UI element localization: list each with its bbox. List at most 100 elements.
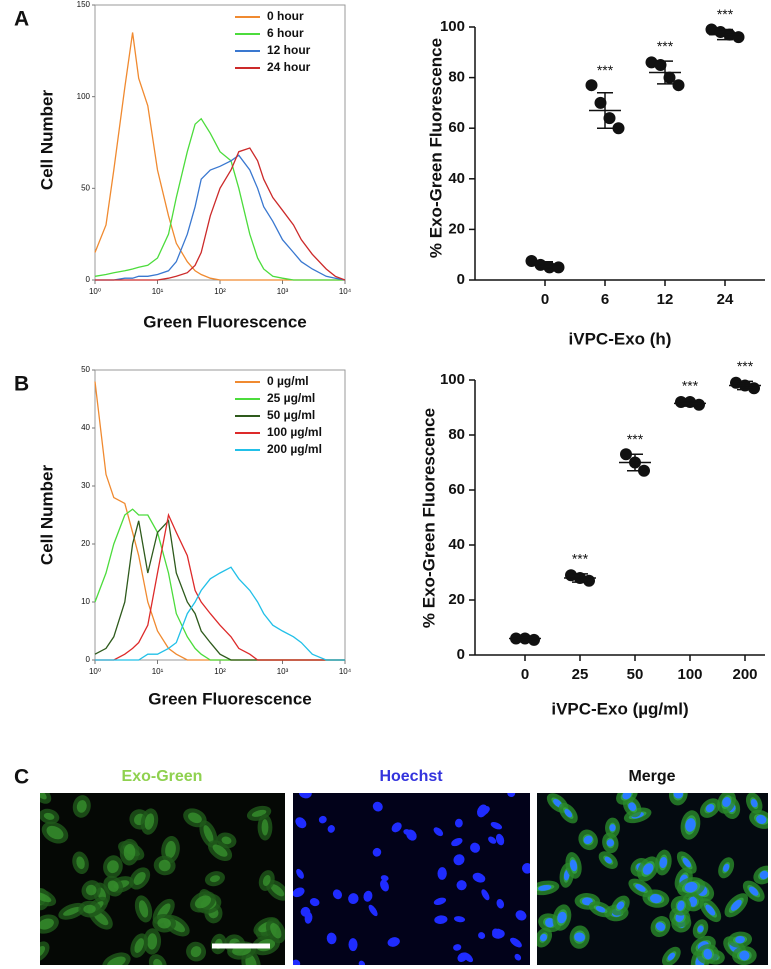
nucleus [677, 900, 685, 911]
y-tick-label: 10 [81, 597, 90, 606]
data-point [672, 79, 685, 92]
x-tick-label: 25 [572, 666, 589, 683]
image-title: Merge [628, 768, 675, 785]
y-tick-label: 60 [448, 119, 465, 136]
y-tick-label: 100 [77, 92, 91, 101]
nucleus [456, 880, 467, 891]
nucleus [293, 887, 305, 898]
cell [85, 884, 97, 896]
nucleus [673, 793, 684, 799]
cell [157, 917, 171, 929]
cell [262, 875, 271, 886]
cell [147, 933, 158, 950]
legend-label: 200 µg/ml [267, 442, 322, 456]
nucleus [697, 925, 704, 933]
error-bar [627, 453, 643, 472]
cell [40, 945, 46, 957]
nucleus [363, 890, 373, 902]
legend-label: 0 µg/ml [267, 374, 309, 388]
nucleus [380, 875, 389, 881]
y-tick-label: 100 [440, 371, 465, 388]
nucleus [595, 906, 606, 913]
data-point [693, 398, 705, 411]
nucleus [496, 899, 505, 909]
data-point [645, 56, 658, 69]
cells [293, 793, 530, 965]
nucleus [457, 952, 468, 963]
nucleus [635, 883, 646, 892]
nucleus [380, 879, 389, 892]
nucleus [368, 904, 378, 917]
cell [261, 819, 269, 836]
series-line [95, 154, 346, 281]
y-tick-label: 0 [86, 275, 91, 284]
nucleus [391, 822, 402, 833]
image-title: Exo-Green [122, 768, 203, 785]
legend-label: 12 hour [267, 43, 311, 57]
data-point [528, 633, 540, 646]
significance: *** [737, 358, 754, 374]
significance: *** [717, 6, 734, 22]
data-point [612, 122, 625, 135]
error-bar [682, 399, 698, 407]
y-tick-label: 60 [448, 481, 465, 498]
nucleus [703, 948, 713, 960]
y-axis-title: Cell Number [37, 90, 56, 191]
nucleus [655, 922, 666, 931]
nucleus [750, 798, 758, 808]
nucleus [295, 817, 307, 829]
nucleus [304, 912, 313, 924]
nucleus [604, 856, 612, 864]
data-point [654, 58, 667, 71]
x-axis-title: Green Fluorescence [143, 312, 306, 331]
x-tick-label: 50 [627, 666, 644, 683]
nucleus [298, 793, 312, 799]
nucleus [451, 837, 463, 847]
y-tick-label: 80 [448, 69, 465, 86]
x-tick-label: 10² [214, 667, 226, 676]
nucleus [510, 937, 522, 948]
nucleus [606, 839, 615, 847]
x-tick-label: 10² [214, 287, 226, 296]
y-tick-label: 30 [81, 481, 90, 490]
cell [245, 954, 257, 965]
cell [209, 875, 221, 883]
data-point [732, 31, 745, 44]
error-bar [657, 60, 673, 85]
cell [40, 793, 47, 800]
x-axis-title: iVPC-Exo (h) [569, 329, 672, 348]
x-tick-label: 10⁴ [339, 667, 352, 676]
y-tick-label: 40 [81, 423, 90, 432]
nucleus [682, 857, 692, 868]
cell [270, 884, 285, 897]
nucleus [659, 856, 668, 869]
nucleus [545, 918, 555, 928]
nucleus [705, 904, 716, 916]
legend-label: 50 µg/ml [267, 408, 315, 422]
nucleus [293, 959, 301, 965]
significance: *** [597, 62, 614, 78]
error-bar [597, 92, 613, 129]
cell [40, 918, 54, 930]
nucleus [616, 901, 625, 910]
x-tick-label: 10⁰ [89, 667, 101, 676]
cell [107, 880, 119, 892]
micrograph [40, 793, 285, 965]
cell [43, 812, 55, 820]
series-line [94, 117, 345, 281]
cell [138, 900, 149, 918]
x-tick-label: 10³ [277, 667, 289, 676]
nucleus [433, 897, 447, 905]
error-bar [537, 261, 553, 269]
nucleus [759, 870, 768, 880]
image-title: Hoechst [379, 768, 443, 785]
y-tick-label: 20 [448, 220, 465, 237]
nucleus [488, 836, 497, 844]
y-tick-label: 80 [448, 426, 465, 443]
nucleus [309, 898, 320, 907]
panel-label: B [14, 373, 29, 396]
nucleus [622, 793, 632, 800]
nucleus [478, 932, 486, 939]
nucleus [574, 932, 585, 942]
significance: *** [572, 551, 589, 567]
